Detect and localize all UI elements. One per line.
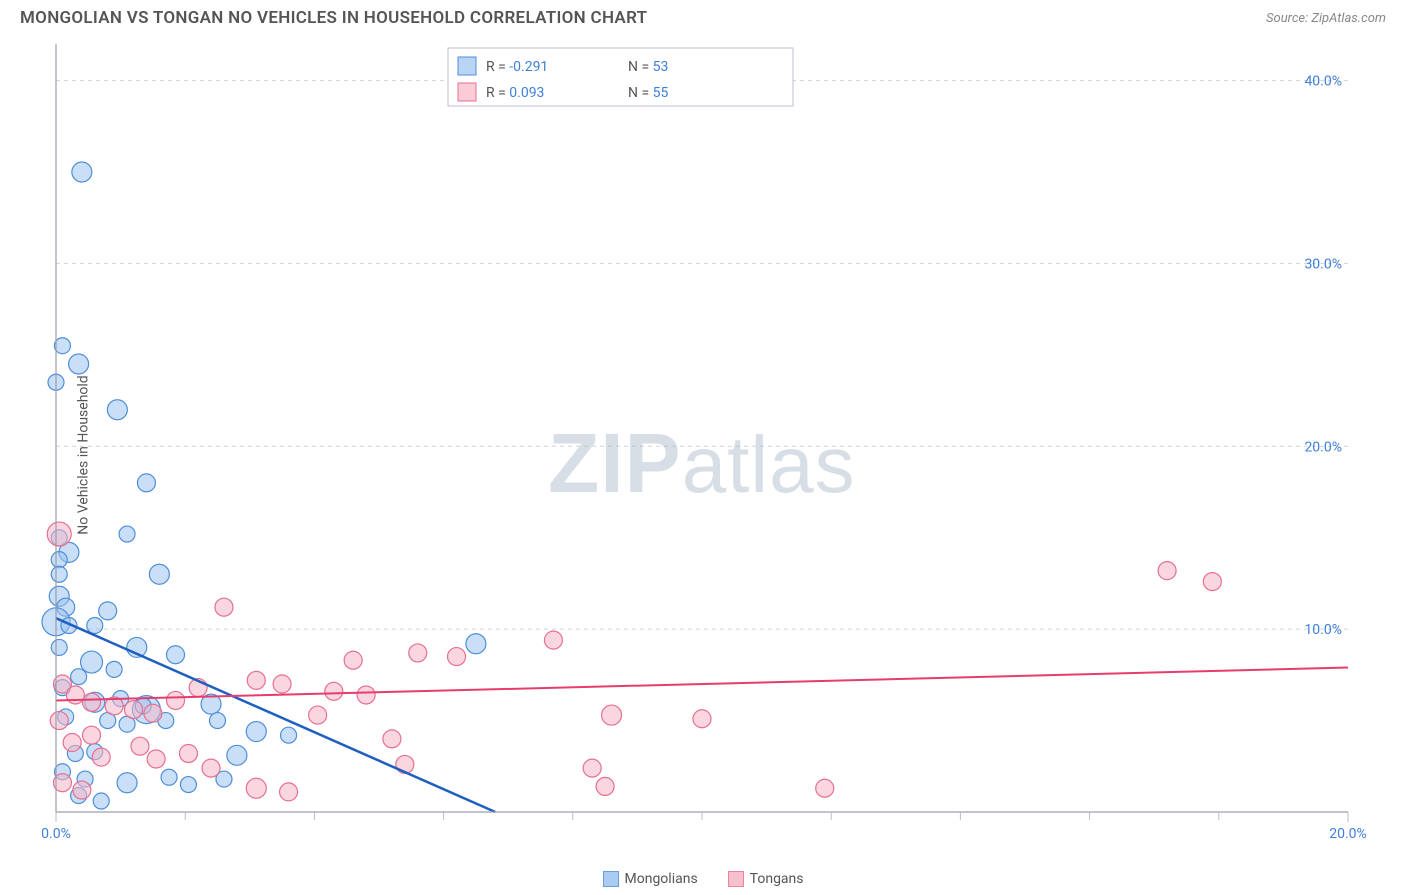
y-axis-label: No Vehicles in Household (76, 375, 92, 534)
data-point (51, 552, 67, 568)
data-point (107, 400, 127, 420)
data-point (357, 686, 375, 704)
data-point (92, 748, 110, 766)
data-point (167, 691, 185, 709)
data-point (93, 793, 109, 809)
data-point (83, 726, 101, 744)
data-point (131, 737, 149, 755)
data-point (167, 646, 185, 664)
x-tick-label: 0.0% (41, 826, 71, 842)
data-point (247, 671, 265, 689)
chart-title: MONGOLIAN VS TONGAN NO VEHICLES IN HOUSE… (20, 8, 647, 28)
chart-container: No Vehicles in Household 10.0% 20.0% 30.0%… (8, 32, 1398, 877)
scatter-chart: 10.0% 20.0% 30.0% 40.0% ZIPatlas 0.0% 20.0% R =… (8, 32, 1398, 842)
y-tick-label: 20.0% (1304, 439, 1342, 455)
data-point (161, 769, 177, 785)
data-point (147, 750, 165, 768)
data-point (325, 682, 343, 700)
data-point (72, 162, 92, 182)
data-point (66, 686, 84, 704)
data-point (202, 759, 220, 777)
svg-text:R = 0.093: R = 0.093 (486, 85, 544, 101)
data-point (63, 734, 81, 752)
data-point (227, 745, 247, 765)
data-point (144, 704, 162, 722)
data-point (117, 773, 137, 793)
data-point (210, 713, 226, 729)
data-point (215, 598, 233, 616)
data-point (309, 706, 327, 724)
x-tick-label: 20.0% (1329, 826, 1367, 842)
data-point (54, 338, 70, 354)
data-point (83, 693, 101, 711)
stats-legend: R = -0.291 N = 53 R = 0.093 N = 55 (448, 48, 793, 106)
data-point (596, 777, 614, 795)
data-point (344, 651, 362, 669)
chart-source: Source: ZipAtlas.com (1266, 11, 1386, 26)
data-point (50, 712, 68, 730)
svg-text:N = 55: N = 55 (628, 85, 668, 101)
data-point (448, 648, 466, 666)
data-point (149, 564, 169, 584)
data-point (409, 644, 427, 662)
data-point (87, 617, 103, 633)
data-point (280, 783, 298, 801)
svg-text:R = -0.291: R = -0.291 (486, 59, 548, 75)
data-point (583, 759, 601, 777)
data-point (125, 701, 143, 719)
y-tick-label: 10.0% (1304, 622, 1342, 638)
data-point (47, 522, 71, 546)
data-point (69, 354, 89, 374)
y-tick-label: 30.0% (1304, 256, 1342, 272)
data-point (281, 727, 297, 743)
data-point (273, 675, 291, 693)
data-point (180, 777, 196, 793)
data-point (693, 710, 711, 728)
data-point (466, 634, 486, 654)
svg-text:N = 53: N = 53 (628, 59, 668, 75)
data-point (137, 474, 155, 492)
watermark: ZIPatlas (548, 416, 856, 510)
legend-swatch (603, 871, 619, 887)
data-point (1203, 573, 1221, 591)
data-point (73, 781, 91, 799)
data-point (51, 566, 67, 582)
data-point (602, 705, 622, 725)
data-point (246, 778, 266, 798)
chart-header: MONGOLIAN VS TONGAN NO VEHICLES IN HOUSE… (8, 8, 1398, 32)
data-point (383, 730, 401, 748)
data-point (179, 744, 197, 762)
data-point (246, 722, 266, 742)
data-point (816, 779, 834, 797)
data-point (119, 526, 135, 542)
y-tick-label: 40.0% (1304, 74, 1342, 90)
legend-swatch (728, 871, 744, 887)
data-point (51, 639, 67, 655)
data-point (106, 661, 122, 677)
data-point (1158, 562, 1176, 580)
data-point (544, 631, 562, 649)
data-point (99, 602, 117, 620)
data-point (71, 669, 87, 685)
data-point (81, 651, 103, 673)
